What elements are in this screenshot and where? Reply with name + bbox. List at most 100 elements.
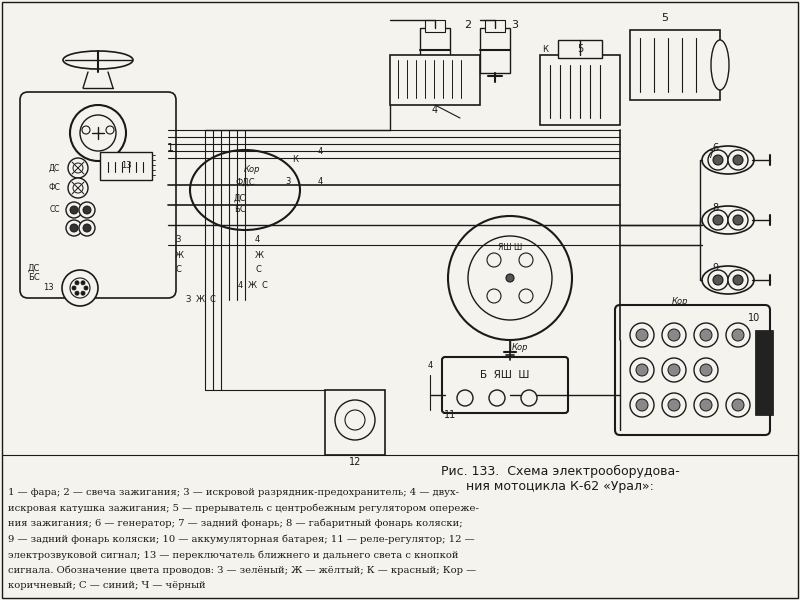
Text: 6: 6 [712,143,718,153]
Circle shape [70,278,90,298]
Ellipse shape [190,150,300,230]
Circle shape [694,393,718,417]
Ellipse shape [711,40,729,90]
Circle shape [668,329,680,341]
Text: Кор: Кор [244,166,260,175]
Circle shape [457,390,473,406]
Circle shape [636,399,648,411]
Bar [630,30,720,100]
Circle shape [83,224,91,232]
Circle shape [668,399,680,411]
Ellipse shape [702,146,754,174]
Circle shape [62,270,98,306]
Circle shape [694,323,718,347]
Text: Б  ЯШ  Ш: Б ЯШ Ш [480,370,530,380]
Circle shape [66,202,82,218]
Circle shape [70,224,78,232]
Text: ДС: ДС [28,263,40,272]
Text: БС: БС [28,274,40,283]
Text: 4: 4 [432,105,438,115]
Circle shape [68,178,88,198]
Circle shape [75,291,79,295]
Text: 1 — фара; 2 — свеча зажигания; 3 — искровой разрядник-предохранитель; 4 — двух-: 1 — фара; 2 — свеча зажигания; 3 — искро… [8,488,459,497]
Circle shape [713,155,723,165]
Circle shape [700,329,712,341]
Bar [755,330,773,415]
Ellipse shape [702,266,754,294]
Text: 4: 4 [255,235,260,245]
Text: ФС: ФС [48,184,60,193]
Bar [425,20,445,32]
Text: С: С [175,265,181,275]
Circle shape [73,163,83,173]
Ellipse shape [702,206,754,234]
Text: З: З [175,235,180,245]
Circle shape [79,220,95,236]
Bar [558,40,602,58]
FancyBboxPatch shape [20,92,176,298]
Circle shape [708,150,728,170]
Circle shape [335,400,375,440]
Circle shape [521,390,537,406]
Circle shape [726,323,750,347]
Bar [325,390,385,455]
Circle shape [713,275,723,285]
Circle shape [345,410,365,430]
Circle shape [708,210,728,230]
Circle shape [487,253,501,267]
Circle shape [73,183,83,193]
Circle shape [662,323,686,347]
Circle shape [733,215,743,225]
Text: 12: 12 [349,457,361,467]
Circle shape [80,115,116,151]
Text: ДС: ДС [49,163,60,173]
Circle shape [700,364,712,376]
FancyBboxPatch shape [615,305,770,435]
Text: 3: 3 [511,20,518,30]
Bar [540,55,620,125]
Text: ДС: ДС [234,193,246,202]
Circle shape [733,155,743,165]
Text: 9: 9 [712,263,718,273]
Bar [485,20,505,32]
Circle shape [668,364,680,376]
Text: коричневый; С — синий; Ч — чёрный: коричневый; С — синий; Ч — чёрный [8,581,206,590]
Text: 1: 1 [166,143,174,153]
Circle shape [630,323,654,347]
Text: электрозвуковой сигнал; 13 — переключатель ближнего и дальнего света с кнопкой: электрозвуковой сигнал; 13 — переключате… [8,550,458,559]
Text: 13: 13 [121,160,131,169]
Text: ЯШ Ш: ЯШ Ш [498,244,522,253]
Bar [100,152,152,180]
Circle shape [68,158,88,178]
Text: 7: 7 [707,150,713,160]
Text: 5: 5 [662,13,669,23]
Text: 13: 13 [42,283,54,292]
Circle shape [732,399,744,411]
Circle shape [630,358,654,382]
Circle shape [662,393,686,417]
Circle shape [694,358,718,382]
Circle shape [636,364,648,376]
Text: 5: 5 [577,44,583,54]
Bar [390,55,480,105]
Text: 4: 4 [318,178,322,187]
Circle shape [70,105,126,161]
Text: С: С [261,280,267,289]
Circle shape [106,126,114,134]
Circle shape [66,220,82,236]
Text: Кор: Кор [672,298,688,307]
Text: 2: 2 [465,20,471,30]
Text: Рис. 133.  Схема электрооборудова-
ния мотоцикла К-62 «Урал»:: Рис. 133. Схема электрооборудова- ния мо… [441,465,679,493]
Text: ния зажигания; 6 — генератор; 7 — задний фонарь; 8 — габаритный фонарь коляски;: ния зажигания; 6 — генератор; 7 — задний… [8,519,462,529]
Text: 8: 8 [712,203,718,213]
Bar [420,28,450,73]
FancyBboxPatch shape [442,357,568,413]
Text: 4: 4 [427,361,433,370]
Circle shape [81,281,85,285]
Circle shape [489,390,505,406]
Circle shape [72,286,76,290]
Text: Кор: Кор [512,343,528,352]
Circle shape [448,216,572,340]
Circle shape [519,289,533,303]
Ellipse shape [63,51,133,69]
